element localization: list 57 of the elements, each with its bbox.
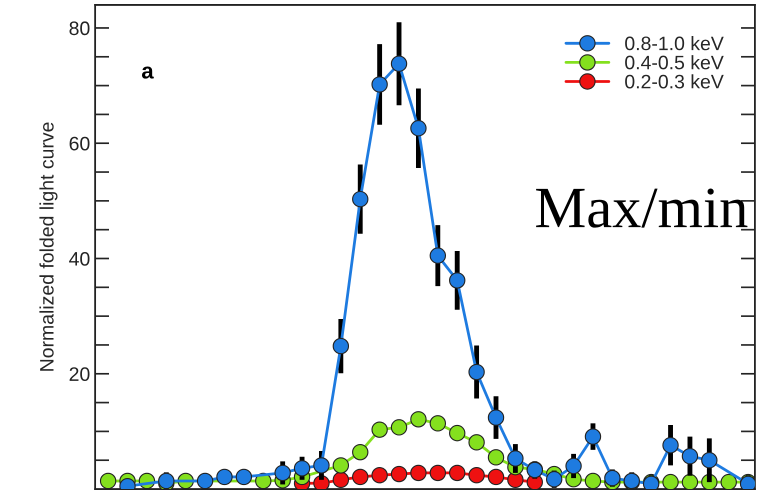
y-tick-label: 80 [69, 21, 90, 36]
point [468, 364, 485, 380]
point [100, 472, 116, 490]
point [410, 464, 427, 482]
y-axis-title: Normalized folded light curve [39, 122, 58, 371]
point [390, 466, 408, 482]
point [604, 470, 621, 486]
point [682, 448, 698, 464]
point [371, 467, 388, 484]
y-tick-label: 60 [70, 136, 90, 150]
point [371, 421, 388, 438]
point [352, 190, 368, 208]
legend-label: 0.4-0.5 keV [625, 55, 724, 70]
point [332, 472, 350, 488]
point [390, 419, 408, 436]
point [216, 468, 233, 486]
point [352, 444, 368, 460]
y-tick-label: 40 [69, 252, 90, 266]
point [701, 452, 718, 468]
point [158, 472, 174, 490]
point [352, 468, 368, 486]
point [410, 120, 427, 136]
point [468, 467, 485, 484]
y-tick-label: 20 [70, 367, 90, 382]
point [584, 472, 602, 490]
legend-label: 0.2-0.3 keV [625, 74, 724, 88]
point [274, 464, 291, 482]
annotation: Max/min [536, 188, 748, 228]
point [662, 474, 679, 490]
point [488, 409, 504, 426]
point [507, 450, 524, 467]
point [720, 474, 737, 490]
point [196, 472, 214, 490]
point [332, 338, 350, 354]
point [488, 468, 504, 486]
point [430, 247, 446, 264]
point [546, 471, 562, 488]
legend-label: 0.8-1.0 keV [625, 36, 724, 50]
point [236, 468, 252, 486]
point [449, 464, 466, 482]
point [449, 424, 466, 442]
annotation: a [142, 66, 154, 79]
point [410, 411, 427, 428]
point [332, 457, 350, 474]
point [294, 460, 310, 476]
point [468, 434, 485, 451]
point [584, 428, 602, 445]
point [371, 76, 388, 93]
point [565, 458, 582, 474]
point [449, 272, 466, 289]
point [430, 415, 446, 432]
point [390, 56, 408, 72]
point [430, 464, 446, 482]
point [313, 457, 330, 474]
point [662, 437, 679, 454]
point [682, 474, 698, 490]
point [488, 449, 504, 466]
